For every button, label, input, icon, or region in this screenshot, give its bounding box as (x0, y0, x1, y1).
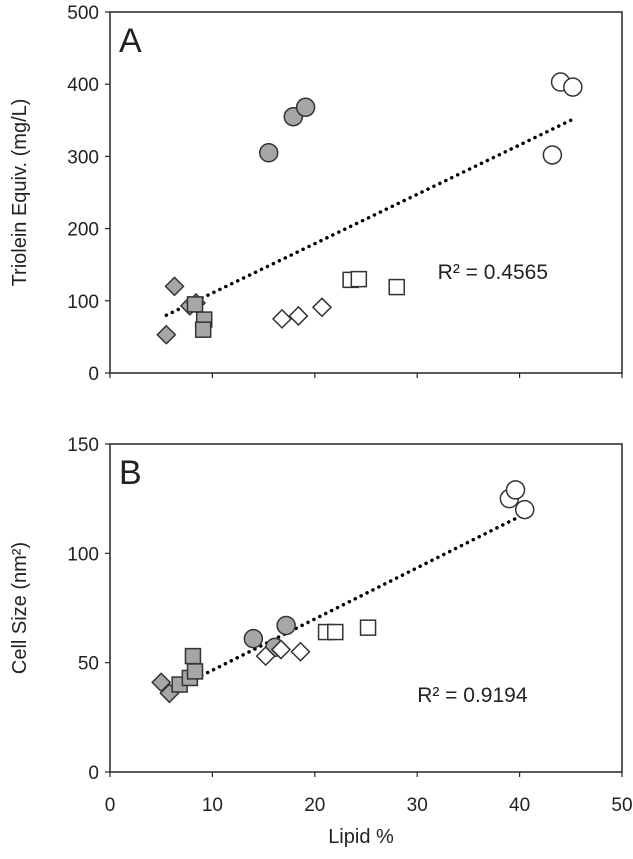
panel-label: B (119, 454, 142, 492)
y-tick-label: 500 (67, 3, 99, 24)
x-tick-label: 0 (105, 795, 116, 816)
trendline (164, 512, 527, 696)
y-axis-title: Cell Size (nm²) (9, 542, 31, 674)
y-tick-label: 400 (67, 75, 99, 96)
data-point-square (194, 321, 212, 338)
data-point-circle (243, 628, 264, 649)
x-tick-label: 10 (202, 795, 223, 816)
data-point-diamond (255, 646, 276, 667)
y-tick-label: 0 (88, 364, 99, 385)
y-tick-label: 0 (88, 763, 99, 784)
x-tick-label: 40 (509, 795, 530, 816)
plot-frame (109, 11, 623, 374)
y-tick-label: 50 (78, 654, 99, 675)
data-point-diamond (164, 276, 185, 297)
x-tick-label: 30 (407, 795, 428, 816)
data-point-square (186, 663, 204, 680)
data-point-square (184, 647, 202, 665)
x-tick-label: 50 (611, 795, 632, 816)
data-point-circle (563, 77, 583, 97)
plot-frame (109, 443, 623, 773)
data-point-circle (514, 499, 535, 520)
data-point-diamond (270, 639, 292, 660)
data-point-square (186, 296, 204, 313)
y-tick-label: 300 (67, 147, 99, 168)
y-axis-title: Triolein Equiv. (mg/L) (9, 99, 31, 287)
r-squared-label: R² = 0.4565 (438, 261, 548, 284)
data-point-circle (542, 145, 563, 165)
panel-a: 0 100 200 300 400 500 Triolein Equiv. (mg/L) A R… (9, 3, 623, 385)
x-tick-label: 20 (304, 795, 325, 816)
data-point-circle (276, 615, 296, 636)
data-point-diamond (288, 305, 309, 327)
y-tick-label: 100 (67, 292, 99, 313)
data-point-diamond (311, 297, 333, 318)
x-axis-title: Lipid % (328, 826, 394, 848)
data-point-diamond (290, 641, 311, 662)
data-point-square (327, 623, 344, 641)
y-tick-label: 150 (67, 435, 99, 456)
panel-label: A (119, 22, 142, 60)
data-point-diamond (271, 308, 293, 329)
data-point-circle (505, 480, 526, 500)
r-squared-label: R² = 0.9194 (417, 684, 528, 707)
y-tick-label: 100 (67, 544, 99, 565)
data-point-diamond (156, 324, 177, 345)
data-point-square (359, 619, 377, 636)
data-point-circle (258, 143, 279, 163)
y-tick-label: 200 (67, 220, 99, 241)
data-point-square (350, 270, 368, 288)
data-point-circle (295, 97, 316, 118)
data-point-square (388, 278, 405, 296)
trendline (164, 118, 573, 317)
panel-b: 0 50 100 150 0 10 20 30 40 50 Cell Size (nm²) Lipid… (9, 435, 633, 848)
data-point-diamond (151, 672, 172, 693)
